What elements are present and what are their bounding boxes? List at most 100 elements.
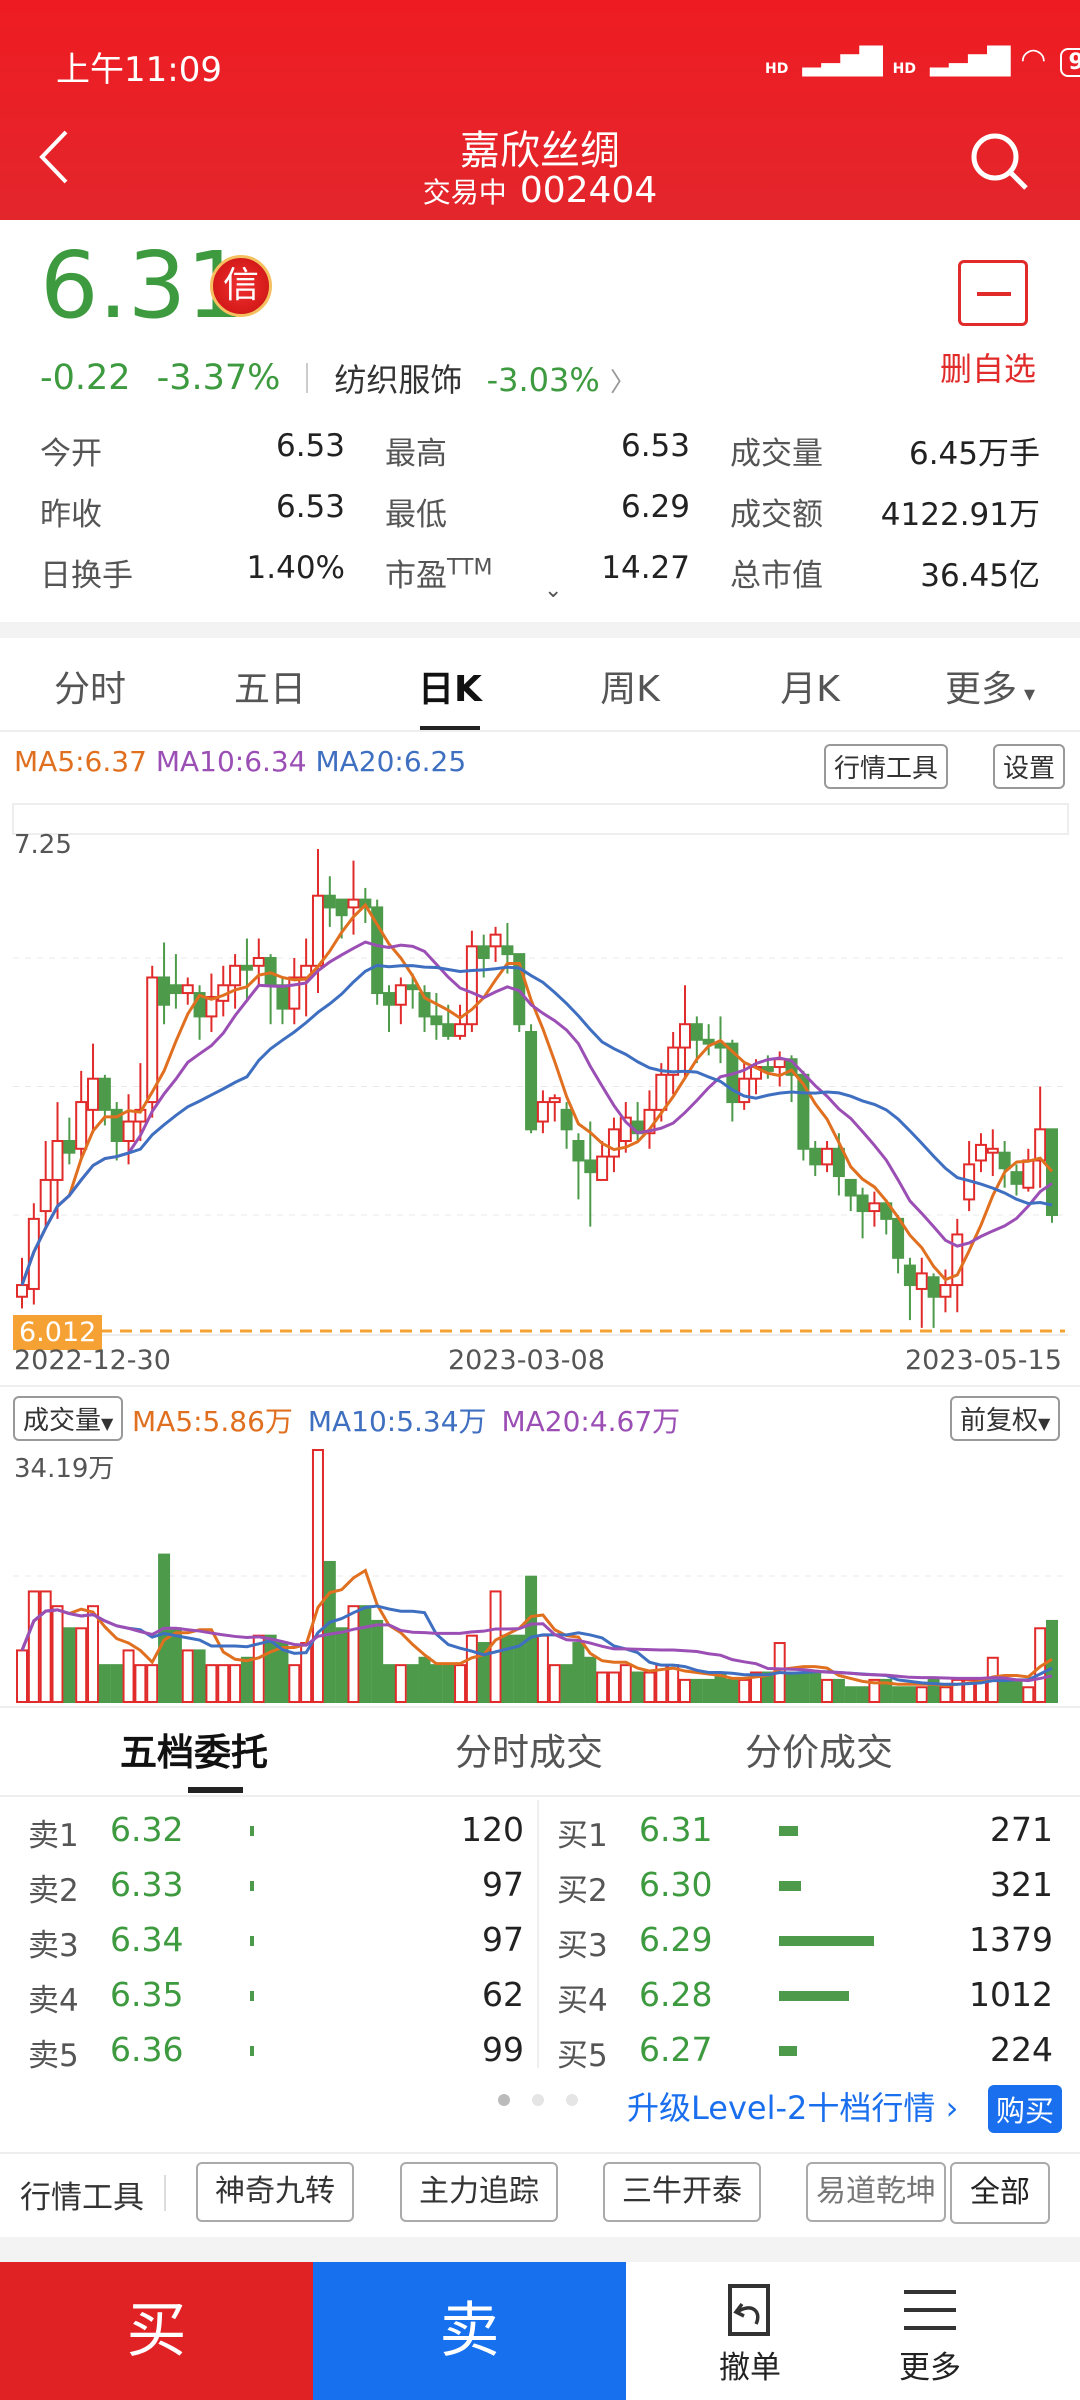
stat-label: 昨收 (40, 497, 102, 533)
buy-row: 买3 6.29 1379 (557, 1912, 1053, 1967)
volume-bar (169, 1627, 182, 1703)
vol-ma20-line (20, 1608, 1053, 1683)
purchase-button[interactable]: 购买 (988, 2085, 1063, 2133)
candle-body (619, 1116, 632, 1143)
candle-body (347, 898, 360, 909)
order-vol: 1012 (969, 1975, 1053, 2014)
change-row: -0.22 -3.37% 纺织服饰 -3.03% 〉 (40, 355, 636, 401)
chart-tab[interactable]: 分时 (0, 660, 180, 731)
orderbook-tab[interactable]: 分价成交 (745, 1731, 893, 1774)
chart-tab[interactable]: 月K (720, 660, 900, 731)
candle-body (1046, 1128, 1058, 1216)
back-icon[interactable] (36, 128, 72, 186)
candle-body (16, 1284, 28, 1298)
volume-bar (832, 1678, 845, 1704)
candle-body (252, 957, 265, 967)
sector-link[interactable]: 纺织服饰 -3.03% 〉 (334, 355, 636, 401)
order-price: 6.27 (639, 2030, 713, 2069)
chart-tab-label: 更多 (944, 669, 1017, 710)
order-vol: 1379 (969, 1920, 1053, 1959)
volume-bar (880, 1678, 893, 1704)
remove-watchlist-button[interactable] (958, 260, 1028, 326)
dot-active (498, 2094, 510, 2106)
orderbook-tab[interactable]: 五档委托 (120, 1731, 268, 1774)
volume-bar (939, 1686, 952, 1704)
stat-item: 市盈TTM 14.27 (385, 550, 690, 595)
chart-tab[interactable]: 周K (540, 660, 720, 731)
orderbook-tab[interactable]: 分时成交 (455, 1731, 603, 1774)
volume-bar (465, 1634, 478, 1703)
expand-chevron-icon[interactable]: ⌄ (544, 578, 563, 603)
order-label: 买1 (557, 1818, 608, 1854)
tool-button[interactable]: 主力追踪 (400, 2162, 558, 2222)
all-tools-button[interactable]: 全部 (950, 2162, 1050, 2224)
tools-label: 行情工具 (20, 2180, 144, 2216)
tool-button[interactable]: 易道乾坤 (806, 2162, 946, 2222)
order-price: 6.29 (639, 1920, 713, 1959)
tool-button[interactable]: 神奇九转 (196, 2162, 354, 2222)
volume-bar (892, 1686, 905, 1704)
candle-body (418, 992, 431, 1018)
volume-bar (779, 1826, 798, 1836)
sell-button[interactable]: 卖 (313, 2262, 626, 2400)
sell-row: 卖4 6.35 62 (28, 1967, 524, 2022)
candle-body (288, 976, 301, 1010)
order-label: 买4 (557, 1983, 608, 2019)
volume-bar (856, 1686, 869, 1704)
stat-sup: TTM (447, 555, 493, 581)
tool-button[interactable]: 三牛开泰 (603, 2162, 761, 2222)
candle-body (525, 1030, 538, 1131)
volume-bar (418, 1656, 431, 1704)
candle-body (371, 906, 384, 995)
candle-body (761, 1066, 774, 1072)
volume-bar (607, 1671, 620, 1704)
chart-tabs: 分时 五日 日K 周K 月K 更多 ▾ (0, 660, 1080, 731)
volume-bar (477, 1642, 490, 1703)
stat-value: 36.45亿 (920, 558, 1040, 594)
menu-icon (904, 2290, 956, 2330)
cancel-order-button[interactable]: 撤单 (700, 2282, 800, 2387)
upgrade-level2-link[interactable]: 升级Level-2十档行情 › (627, 2083, 958, 2129)
wifi-icon: ◠ (1020, 42, 1047, 77)
ma10-label: MA10:6.34 (155, 745, 307, 778)
stats-grid: 今开 6.53 最高 6.53 成交量 6.45万手 昨收 6.53 最低 6.29 成交额 4122… (40, 428, 1040, 595)
status-icons: HD ▂▃▅▇ HD ▂▃▅▇ ◠ 91 (765, 42, 1080, 77)
volume-bar (690, 1678, 703, 1704)
volume-bar (998, 1678, 1011, 1704)
active-tab-indicator (420, 726, 480, 731)
chart-tab[interactable]: 五日 (180, 660, 360, 731)
order-label: 买3 (557, 1928, 608, 1964)
volume-bar (1010, 1678, 1023, 1704)
undo-icon (728, 2284, 770, 2336)
volume-bar (323, 1560, 336, 1704)
volume-bar (560, 1664, 573, 1704)
chevron-right-icon: › (945, 2089, 959, 2127)
market-tools-button[interactable]: 行情工具 (824, 744, 949, 789)
volume-bar (844, 1686, 857, 1704)
settings-button[interactable]: 设置 (993, 744, 1066, 789)
more-label: 更多 (899, 2350, 961, 2386)
candle-body (181, 984, 194, 995)
chart-tab[interactable]: 更多 ▾ (900, 660, 1080, 731)
search-icon[interactable] (968, 130, 1032, 194)
max-price-label: 7.25 (14, 830, 72, 860)
adjust-select[interactable]: 前复权▼ (950, 1396, 1061, 1441)
candle-body (1034, 1128, 1047, 1162)
volume-chart[interactable] (0, 1440, 1080, 1705)
stat-label: 总市值 (730, 558, 823, 594)
chart-tab[interactable]: 日K (360, 660, 540, 731)
kline-chart[interactable] (0, 800, 1080, 1390)
dot (566, 2094, 578, 2106)
buy-button[interactable]: 买 (0, 2262, 313, 2400)
sell-orders: 卖1 6.32 120 卖2 6.33 97 卖3 6.34 97 卖4 6.35 62 卖5 6.36 9… (28, 1802, 524, 2077)
order-price: 6.33 (110, 1865, 184, 1904)
order-price: 6.28 (639, 1975, 713, 2014)
volume-bar (205, 1664, 218, 1704)
dot (532, 2094, 544, 2106)
ma20-line (20, 963, 1053, 1286)
candle-body (146, 976, 159, 1104)
remove-watchlist-label[interactable]: 删自选 (940, 350, 1037, 388)
indicator-select[interactable]: 成交量▼ (13, 1396, 124, 1441)
more-button[interactable]: 更多 (880, 2282, 980, 2387)
stat-value: 4122.91万 (880, 497, 1040, 533)
